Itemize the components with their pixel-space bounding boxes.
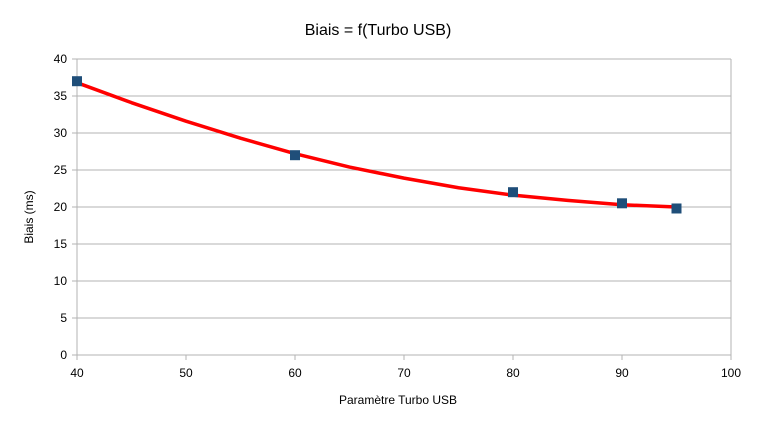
x-tick-label: 60 bbox=[288, 366, 302, 380]
trendline bbox=[75, 80, 679, 209]
points-group bbox=[72, 76, 682, 214]
y-tick-labels: 0 5 10 15 20 25 30 35 40 bbox=[54, 52, 68, 362]
data-point bbox=[508, 187, 518, 198]
y-tick-label: 20 bbox=[54, 200, 68, 214]
y-tick-label: 40 bbox=[54, 52, 68, 66]
chart-title: Biais = f(Turbo USB) bbox=[305, 22, 452, 39]
data-point bbox=[72, 76, 82, 87]
y-tick-label: 35 bbox=[54, 89, 68, 103]
y-tick-label: 5 bbox=[60, 311, 67, 325]
y-tick-label: 30 bbox=[54, 126, 68, 140]
grid bbox=[77, 58, 731, 356]
x-tick-label: 70 bbox=[397, 366, 411, 380]
x-tick-label: 100 bbox=[721, 366, 741, 380]
y-tick-label: 0 bbox=[60, 348, 67, 362]
x-tick-label: 80 bbox=[506, 366, 520, 380]
x-tick-label: 40 bbox=[70, 366, 84, 380]
trendline-group bbox=[75, 80, 679, 209]
y-tick-label: 25 bbox=[54, 163, 68, 177]
y-tick-label: 10 bbox=[54, 274, 68, 288]
data-point bbox=[290, 150, 300, 161]
data-point bbox=[671, 203, 682, 214]
x-tick-label: 90 bbox=[615, 366, 629, 380]
x-axis-label: Paramètre Turbo USB bbox=[339, 393, 457, 407]
y-tick-label: 15 bbox=[54, 237, 68, 251]
x-tick-label: 50 bbox=[179, 366, 193, 380]
x-tick-labels: 40 50 60 70 80 90 100 bbox=[70, 366, 741, 380]
data-point bbox=[617, 198, 627, 209]
y-axis-label: Biais (ms) bbox=[22, 190, 36, 243]
axes bbox=[72, 58, 732, 360]
